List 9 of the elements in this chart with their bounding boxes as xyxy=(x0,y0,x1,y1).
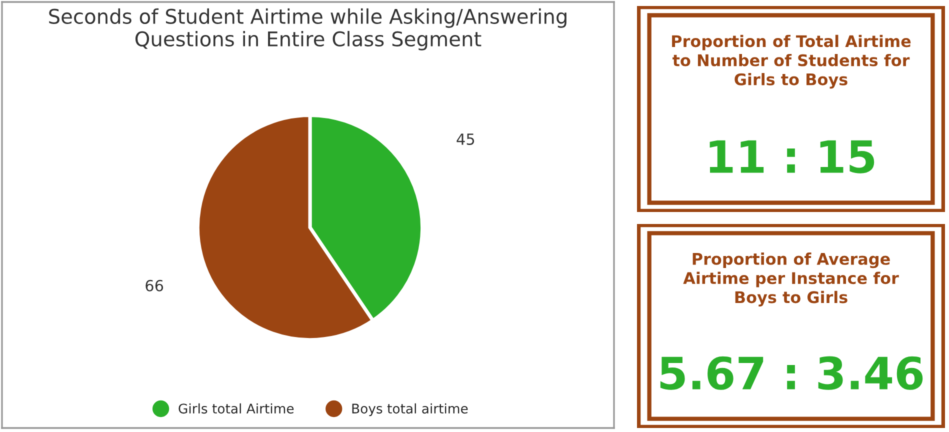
text: Proportion of Average Airtime per Instance for Boys to Girls xyxy=(683,252,899,306)
text: 11 : 15 xyxy=(710,140,874,174)
data-label: 45 xyxy=(456,134,474,145)
legend-label: Boys total airtime xyxy=(352,403,468,416)
legend-label: Girls total Airtime xyxy=(178,403,294,414)
text: 5.67 : 3.46 xyxy=(660,356,923,390)
chart-title: Seconds of Student Airtime while Asking/Answering Questions in Entire Class Segment xyxy=(49,8,566,50)
text: Proportion of Total Airtime to Number of Students for Girls to Boys xyxy=(672,34,911,89)
data-label: 66 xyxy=(146,280,164,292)
